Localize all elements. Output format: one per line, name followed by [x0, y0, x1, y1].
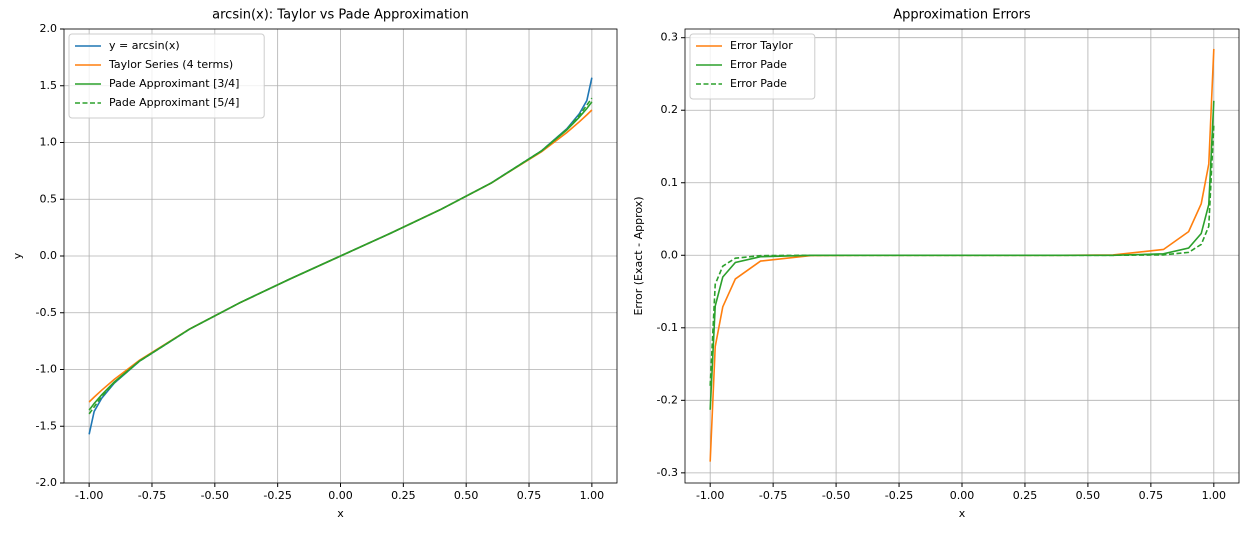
legend-box	[68, 33, 265, 119]
y-tick-label: -1.0	[36, 363, 57, 376]
legend-label: Error Taylor	[730, 39, 793, 52]
legend-box	[689, 33, 816, 100]
x-axis-label: x	[959, 507, 966, 520]
x-tick-label: 0.75	[1139, 489, 1164, 502]
chart-panel: -1.00 -0.75 -0.50 -0.25 0.00 0.25 0.50 0.75 1.00…	[632, 8, 1240, 520]
y-tick-label: 0.0	[40, 249, 58, 262]
x-tick-label: -0.25	[885, 489, 913, 502]
x-tick-label: 0.25	[391, 489, 416, 502]
chart-title: arcsin(x): Taylor vs Pade Approximation	[212, 8, 469, 23]
legend-label: Pade Approximant [3/4]	[109, 77, 239, 90]
x-tick-label: 0.00	[328, 489, 353, 502]
x-tick-label: -1.00	[696, 489, 724, 502]
y-tick-label: -2.0	[36, 476, 57, 489]
x-tick-label: -0.50	[822, 489, 850, 502]
y-tick-label: -0.2	[657, 393, 678, 406]
legend-label: Pade Approximant [5/4]	[109, 96, 239, 109]
chart-panel: -1.00 -0.75 -0.50 -0.25 0.00 0.25 0.50 0.75 1.00…	[11, 8, 618, 520]
y-tick-label: -0.3	[657, 466, 678, 479]
x-tick-label: 1.00	[580, 489, 605, 502]
chart-title: Approximation Errors	[893, 8, 1031, 23]
x-tick-label: -0.75	[759, 489, 787, 502]
y-tick-label: 1.0	[40, 136, 58, 149]
x-tick-label: 0.00	[950, 489, 975, 502]
x-axis-label: x	[337, 507, 344, 520]
legend: Error Taylor Error Pade Error Pade	[689, 33, 816, 100]
x-tick-label: 0.50	[1076, 489, 1101, 502]
plot-frame	[63, 28, 618, 484]
legend-label: Error Pade	[730, 58, 787, 71]
legend: y = arcsin(x) Taylor Series (4 terms) Pade…	[68, 33, 265, 119]
y-tick-label: 0.5	[40, 192, 58, 205]
legend-label: Error Pade	[730, 77, 787, 90]
y-tick-label: 0.3	[661, 31, 679, 44]
y-axis-label: y	[11, 252, 24, 259]
plot-frame	[684, 28, 1240, 484]
legend-label: Taylor Series (4 terms)	[108, 58, 233, 71]
y-tick-label: 2.0	[40, 22, 58, 35]
y-tick-label: 0.2	[661, 103, 679, 116]
series-line	[88, 97, 593, 415]
x-tick-label: -1.00	[75, 489, 103, 502]
x-tick-label: -0.25	[263, 489, 291, 502]
x-tick-label: 0.25	[1013, 489, 1038, 502]
series-line	[709, 124, 1215, 386]
y-tick-label: 0.0	[661, 248, 679, 261]
x-tick-label: 0.75	[517, 489, 542, 502]
x-tick-label: 0.50	[454, 489, 479, 502]
x-tick-label: -0.75	[138, 489, 166, 502]
y-tick-label: -0.5	[36, 306, 57, 319]
legend-label: y = arcsin(x)	[109, 39, 180, 52]
x-tick-label: 1.00	[1202, 489, 1227, 502]
y-tick-label: 1.5	[40, 79, 58, 92]
y-tick-label: 0.1	[661, 176, 679, 189]
y-tick-label: -0.1	[657, 321, 678, 334]
x-tick-label: -0.50	[201, 489, 229, 502]
y-axis-label: Error (Exact - Approx)	[632, 196, 645, 315]
y-tick-label: -1.5	[36, 419, 57, 432]
